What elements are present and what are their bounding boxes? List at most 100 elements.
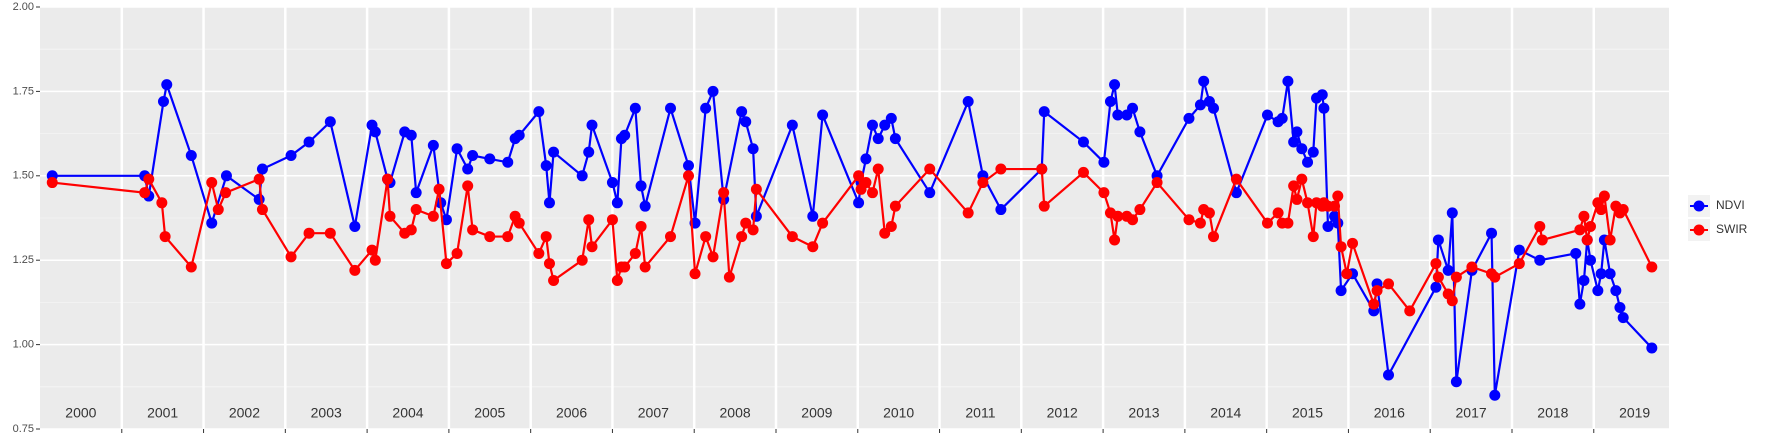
data-point xyxy=(872,163,884,175)
data-point xyxy=(747,143,759,155)
x-tick-label: 2009 xyxy=(801,405,832,421)
data-point xyxy=(548,146,560,158)
data-point xyxy=(206,177,218,189)
data-point xyxy=(1127,102,1139,114)
data-point xyxy=(611,197,623,209)
x-tick-label: 2000 xyxy=(65,405,96,421)
data-point xyxy=(324,227,336,239)
data-point xyxy=(718,187,730,199)
data-point xyxy=(977,177,989,189)
data-point xyxy=(889,200,901,212)
data-point xyxy=(1194,217,1206,229)
data-point xyxy=(619,261,631,273)
data-point xyxy=(1194,99,1206,111)
data-point xyxy=(1371,285,1383,297)
x-tick-label: 2010 xyxy=(883,405,914,421)
data-point xyxy=(220,187,232,199)
data-point xyxy=(1038,200,1050,212)
data-point xyxy=(161,79,173,91)
data-point xyxy=(451,247,463,259)
data-point xyxy=(1646,342,1658,354)
data-point xyxy=(606,214,618,226)
data-point xyxy=(1261,109,1273,121)
data-point xyxy=(682,160,694,172)
y-tick-label: 1.00 xyxy=(13,339,34,351)
data-point xyxy=(1383,278,1395,290)
data-point xyxy=(872,133,884,145)
data-point xyxy=(1466,261,1478,273)
data-point xyxy=(369,254,381,266)
data-point xyxy=(1302,156,1314,168)
data-point xyxy=(889,133,901,145)
data-point xyxy=(1109,79,1121,91)
data-point xyxy=(1446,295,1458,307)
data-point xyxy=(1617,312,1629,324)
data-point xyxy=(962,207,974,219)
data-point xyxy=(1486,227,1498,239)
data-point xyxy=(253,173,265,185)
data-point xyxy=(635,180,647,192)
data-point xyxy=(1592,285,1604,297)
data-point xyxy=(1291,193,1303,205)
data-point xyxy=(369,126,381,138)
data-point xyxy=(1296,143,1308,155)
data-point xyxy=(1038,106,1050,118)
data-point xyxy=(159,231,171,243)
data-point xyxy=(1513,258,1525,270)
data-point xyxy=(1208,231,1220,243)
data-point xyxy=(606,177,618,189)
data-point xyxy=(1610,285,1622,297)
data-point xyxy=(1098,156,1110,168)
data-point xyxy=(1489,389,1501,401)
data-point xyxy=(1595,268,1607,280)
x-tick-label: 2015 xyxy=(1292,405,1323,421)
data-point xyxy=(635,220,647,232)
data-point xyxy=(1335,285,1347,297)
data-point xyxy=(427,139,439,151)
data-point xyxy=(46,177,58,189)
data-point xyxy=(513,129,525,141)
data-point xyxy=(924,163,936,175)
data-point xyxy=(1574,224,1586,236)
data-point xyxy=(220,170,232,182)
data-point xyxy=(740,116,752,128)
data-point xyxy=(1127,214,1139,226)
data-point xyxy=(462,163,474,175)
data-point xyxy=(807,210,819,222)
data-point xyxy=(1276,112,1288,124)
data-point xyxy=(786,119,798,131)
x-tick-label: 2011 xyxy=(965,405,995,421)
y-tick-label: 1.50 xyxy=(13,170,34,182)
data-point xyxy=(185,261,197,273)
data-point xyxy=(1098,187,1110,199)
data-point xyxy=(1112,210,1124,222)
data-point xyxy=(639,261,651,273)
data-point xyxy=(750,210,762,222)
x-tick-label: 2004 xyxy=(392,405,423,421)
data-point xyxy=(1282,217,1294,229)
data-point xyxy=(1296,173,1308,185)
data-point xyxy=(885,220,897,232)
data-point xyxy=(143,173,155,185)
data-point xyxy=(860,153,872,165)
legend-marker xyxy=(1693,200,1705,212)
data-point xyxy=(1536,234,1548,246)
data-point xyxy=(253,193,265,205)
data-point xyxy=(1513,244,1525,256)
data-point xyxy=(995,163,1007,175)
data-point xyxy=(206,217,218,229)
data-point xyxy=(740,217,752,229)
data-point xyxy=(866,187,878,199)
data-point xyxy=(1383,369,1395,381)
data-point xyxy=(707,85,719,97)
x-tick-label: 2002 xyxy=(229,405,260,421)
data-point xyxy=(1282,75,1294,87)
x-tick-label: 2014 xyxy=(1210,405,1241,421)
data-point xyxy=(1584,220,1596,232)
data-point xyxy=(1230,173,1242,185)
data-point xyxy=(860,177,872,189)
data-point xyxy=(1581,234,1593,246)
data-point xyxy=(1183,214,1195,226)
data-point xyxy=(303,136,315,148)
